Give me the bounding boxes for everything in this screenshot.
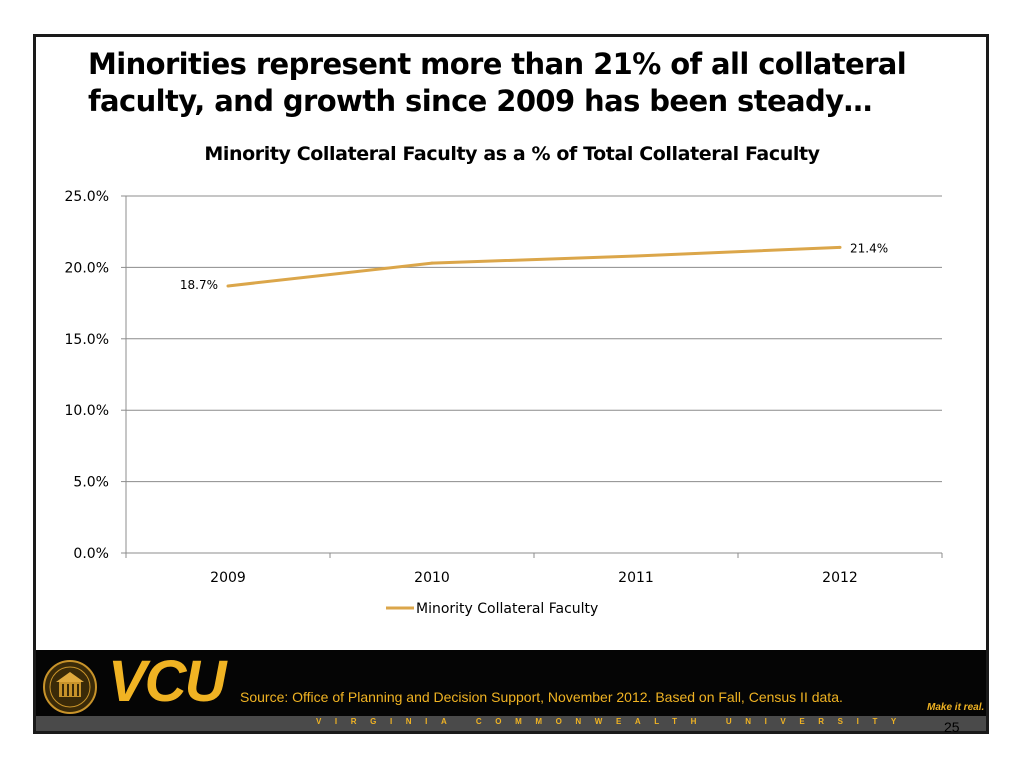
- page-number: 25: [944, 719, 960, 735]
- slide-frame: [33, 34, 989, 734]
- x-tick-label: 2012: [822, 570, 858, 586]
- university-name: VIRGINIA COMMONWEALTH UNIVERSITY: [316, 717, 910, 726]
- data-point: [634, 254, 638, 258]
- y-tick-label: 0.0%: [73, 546, 109, 562]
- y-tick-label: 15.0%: [65, 332, 109, 348]
- footer-bar: [36, 650, 986, 731]
- series-line: [227, 245, 841, 288]
- x-tick-label: 2010: [414, 570, 450, 586]
- x-tick-label: 2011: [618, 570, 654, 586]
- data-point: [430, 261, 434, 265]
- chart-title: Minority Collateral Faculty as a % of To…: [204, 143, 820, 165]
- line-chart: 0.0% 5.0% 10.0% 15.0% 20.0% 25.0% 2009 2010 2011…: [65, 189, 943, 617]
- y-tick-label: 25.0%: [65, 189, 109, 205]
- tagline: Make it real.: [927, 702, 985, 713]
- legend-label: Minority Collateral Faculty: [416, 601, 598, 617]
- footer-strip: [36, 716, 986, 731]
- vcu-logo: VCU: [108, 649, 226, 714]
- university-seal-icon: [43, 660, 97, 714]
- slide-headline: Minorities represent more than 21% of al…: [88, 47, 907, 118]
- data-label: 21.4%: [850, 241, 888, 255]
- y-tick-label: 10.0%: [65, 403, 109, 419]
- data-point: [226, 284, 230, 288]
- data-label: 18.7%: [180, 278, 218, 292]
- y-tick-label: 5.0%: [73, 475, 109, 491]
- data-point: [838, 245, 842, 249]
- y-tick-label: 20.0%: [65, 260, 109, 276]
- x-tick-label: 2009: [210, 570, 246, 586]
- source-note: Source: Office of Planning and Decision …: [240, 689, 843, 705]
